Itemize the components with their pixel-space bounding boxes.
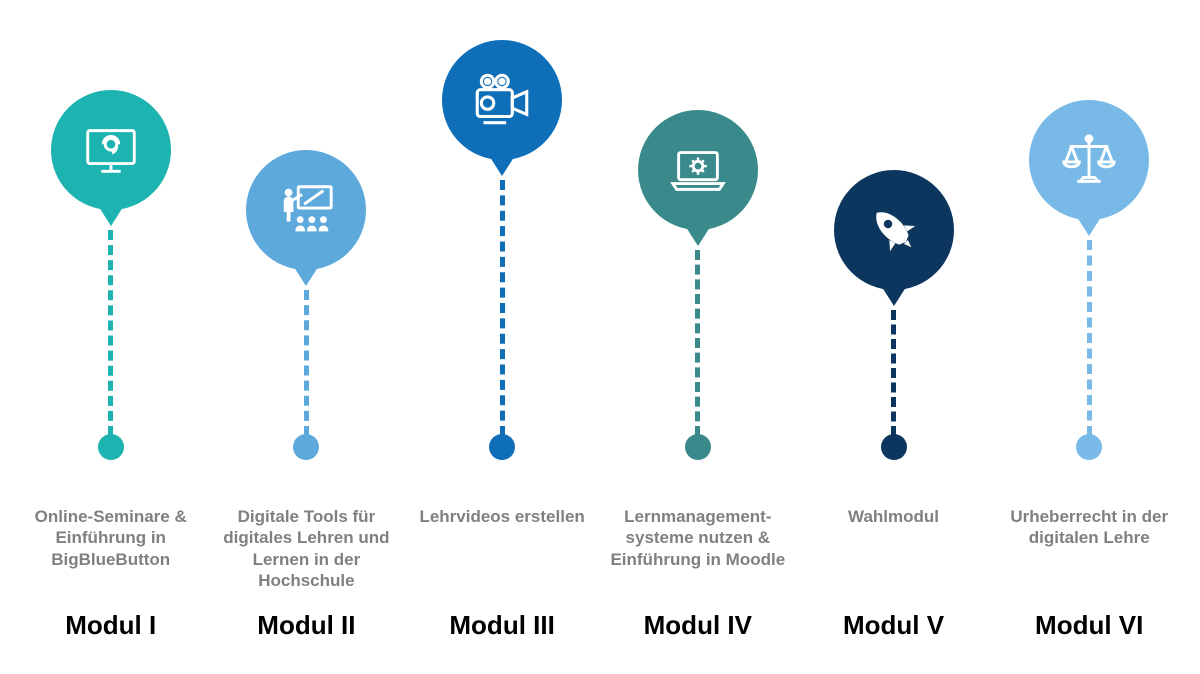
module-description: Lehrvideos erstellen <box>417 506 586 596</box>
laptop-gear-icon <box>667 139 729 201</box>
module-stem <box>695 250 700 436</box>
module-stem <box>304 290 309 436</box>
module-title: Modul V <box>843 610 944 641</box>
module-dot <box>881 434 907 460</box>
module-description: Wahlmodul <box>846 506 941 596</box>
module-dot <box>685 434 711 460</box>
module-title: Modul VI <box>1035 610 1143 641</box>
module-1: Online-Seminare & Einführung in BigBlueB… <box>16 40 206 641</box>
module-pin <box>442 40 562 460</box>
module-title: Modul I <box>65 610 156 641</box>
module-title: Modul III <box>449 610 554 641</box>
video-camera-icon <box>469 67 535 133</box>
module-3: Lehrvideos erstellen Modul III <box>407 40 597 641</box>
module-dot <box>98 434 124 460</box>
module-pin <box>834 40 954 460</box>
module-dot <box>489 434 515 460</box>
module-pin <box>246 40 366 460</box>
module-dot <box>293 434 319 460</box>
module-5: Wahlmodul Modul V <box>799 40 989 641</box>
module-description: Digitale Tools für digitales Lehren und … <box>211 506 401 596</box>
module-stem <box>108 230 113 436</box>
module-4: Lernmanagement-systeme nutzen & Einführu… <box>603 40 793 641</box>
module-circle <box>246 150 366 270</box>
module-stem <box>891 310 896 436</box>
module-dot <box>1076 434 1102 460</box>
module-description: Online-Seminare & Einführung in BigBlueB… <box>16 506 206 596</box>
monitor-headset-icon <box>80 119 142 181</box>
modules-row: Online-Seminare & Einführung in BigBlueB… <box>0 0 1200 674</box>
scales-icon <box>1058 129 1120 191</box>
module-description: Lernmanagement-systeme nutzen & Einführu… <box>603 506 793 596</box>
module-circle <box>442 40 562 160</box>
module-pin <box>51 40 171 460</box>
module-6: Urheberrecht in der digitalen Lehre Modu… <box>994 40 1184 641</box>
module-stem <box>500 180 505 436</box>
module-circle <box>1029 100 1149 220</box>
module-description: Urheberrecht in der digitalen Lehre <box>994 506 1184 596</box>
module-title: Modul II <box>257 610 355 641</box>
module-circle <box>638 110 758 230</box>
rocket-icon <box>864 200 924 260</box>
classroom-teach-icon <box>275 179 337 241</box>
module-pin <box>638 40 758 460</box>
module-circle <box>51 90 171 210</box>
module-pin <box>1029 40 1149 460</box>
module-circle <box>834 170 954 290</box>
module-stem <box>1087 240 1092 436</box>
module-2: Digitale Tools für digitales Lehren und … <box>211 40 401 641</box>
module-title: Modul IV <box>644 610 752 641</box>
